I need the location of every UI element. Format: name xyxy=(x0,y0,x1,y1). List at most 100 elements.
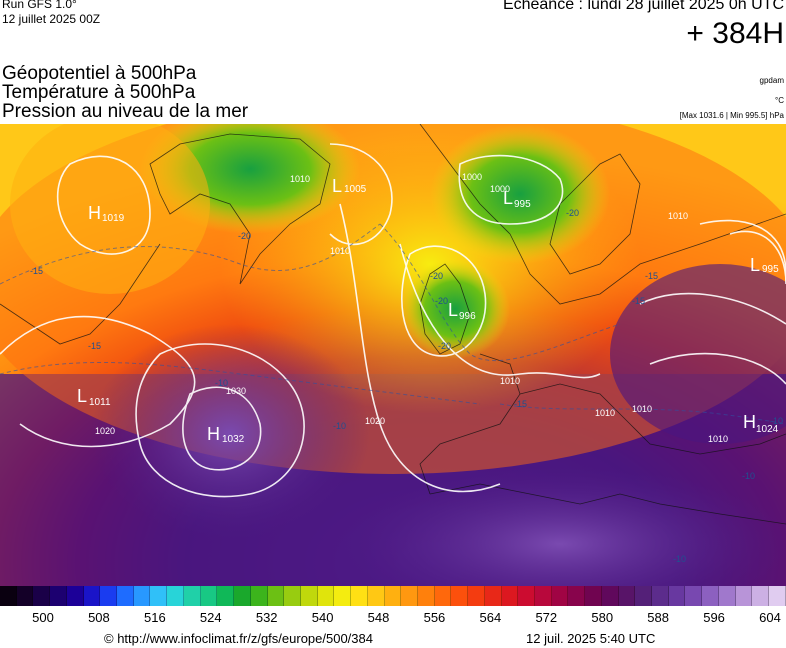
temperature-label: -20 xyxy=(430,271,443,281)
color-swatch xyxy=(635,586,653,606)
color-swatch xyxy=(200,586,218,606)
color-swatch xyxy=(618,586,636,606)
scale-tick-label: 540 xyxy=(311,610,334,625)
color-swatch xyxy=(434,586,452,606)
isobar-label: 1020 xyxy=(365,416,385,426)
color-swatch xyxy=(183,586,201,606)
scale-tick-label: 500 xyxy=(32,610,54,625)
color-swatch xyxy=(83,586,101,606)
color-swatch xyxy=(167,586,184,606)
color-swatch xyxy=(267,586,285,606)
isobars xyxy=(0,143,786,498)
isobar-label: 1010 xyxy=(595,408,615,418)
pressure-center: L xyxy=(448,300,458,320)
temperature-label: -10 xyxy=(215,378,228,388)
color-swatch xyxy=(133,586,151,606)
forecast-valid-time: Echéance : lundi 28 juillet 2025 0h UTC xyxy=(502,0,784,13)
pressure-center: H xyxy=(743,412,756,432)
temperature-label: -15 xyxy=(514,399,527,409)
pressure-center: L xyxy=(503,188,513,208)
layer-pressure: Pression au niveau de la mer xyxy=(2,101,249,122)
color-swatch xyxy=(652,586,669,606)
temperature-label: -10 xyxy=(742,471,755,481)
temperature-label: -15 xyxy=(645,271,658,281)
cold-pool-scandinavia xyxy=(430,124,610,264)
isobar-label: 1030 xyxy=(226,386,246,396)
layer-geopotential: Géopotentiel à 500hPa xyxy=(2,63,197,84)
color-swatch xyxy=(535,586,552,606)
pressure-center-value: 1024 xyxy=(756,424,779,435)
temperature-label: -10 xyxy=(770,416,783,426)
layer-temperature: Température à 500hPa xyxy=(2,82,196,103)
color-swatch xyxy=(367,586,385,606)
color-swatch xyxy=(518,586,535,606)
color-swatch xyxy=(585,586,602,606)
isobar-label: 1010 xyxy=(500,376,520,386)
color-swatch xyxy=(668,586,686,606)
color-swatch xyxy=(117,586,134,606)
unit-pressure-range: [Max 1031.6 | Min 995.5] hPa xyxy=(679,111,784,120)
forecast-horizon: + 384H xyxy=(686,17,784,50)
pressure-center-value: 1005 xyxy=(344,184,367,195)
isobar-label: 1010 xyxy=(708,434,728,444)
isobar-label: 1010 xyxy=(632,404,652,414)
scale-tick-label: 524 xyxy=(199,610,222,625)
pressure-center: L xyxy=(750,255,760,275)
scale-tick-label: 572 xyxy=(535,610,558,625)
pressure-center-value: 995 xyxy=(514,199,531,210)
temperature-labels: -20 -20 -20 -20 -20 -15 -15 -15 -15 -15 … xyxy=(30,208,783,564)
scale-tick-label: 548 xyxy=(367,610,390,625)
scale-tick-label: 508 xyxy=(88,610,110,625)
scale-tick-label: 588 xyxy=(647,610,669,625)
pressure-center: L xyxy=(332,176,342,196)
subtropical-ridge-atlantic xyxy=(90,324,370,544)
source-url: © http://www.infoclimat.fr/z/gfs/europe/… xyxy=(104,631,373,646)
pressure-center: L xyxy=(77,386,87,406)
temperature-label: -20 xyxy=(438,341,451,351)
temperature-label: -20 xyxy=(435,296,448,306)
color-scale-bar xyxy=(0,586,786,606)
scale-tick-label: 556 xyxy=(423,610,446,625)
color-swatch xyxy=(702,586,719,606)
color-swatch xyxy=(568,586,586,606)
temperature-label: -15 xyxy=(30,266,43,276)
north-american-warm-zone xyxy=(10,124,210,294)
temperature-label: -15 xyxy=(88,341,101,351)
isobar-label: 1000 xyxy=(462,172,482,182)
color-swatch xyxy=(551,586,569,606)
color-swatch xyxy=(0,586,17,606)
color-swatch xyxy=(718,586,736,606)
color-swatch xyxy=(250,586,268,606)
color-swatch xyxy=(16,586,34,606)
pressure-center-value: 1011 xyxy=(89,397,111,408)
temperature-isotherms xyxy=(0,223,786,425)
temperature-label: -10 xyxy=(333,421,346,431)
isobar-label: 1010 xyxy=(668,211,688,221)
pressure-center: H xyxy=(207,424,220,444)
isobar-labels: 1010 1010 1000 1000 1010 1020 1030 1010 … xyxy=(95,172,728,444)
pressure-center-value: 996 xyxy=(459,311,476,322)
color-swatch xyxy=(334,586,352,606)
temperature-label: -20 xyxy=(238,231,251,241)
color-swatch xyxy=(234,586,251,606)
scale-tick-label: 580 xyxy=(591,610,614,625)
pressure-center: H xyxy=(88,203,101,223)
color-swatch xyxy=(317,586,335,606)
isobar-label: 1000 xyxy=(490,184,510,194)
color-swatch xyxy=(150,586,168,606)
generated-timestamp: 12 juil. 2025 5:40 UTC xyxy=(526,631,656,646)
color-swatch xyxy=(66,586,84,606)
color-swatch xyxy=(100,586,118,606)
color-swatch xyxy=(33,586,51,606)
color-swatch xyxy=(501,586,519,606)
scale-tick-label: 596 xyxy=(703,610,725,625)
color-swatch xyxy=(417,586,435,606)
color-swatch xyxy=(351,586,368,606)
run-title: Run GFS 1.0° xyxy=(2,0,77,11)
run-date: 12 juillet 2025 00Z xyxy=(2,12,101,26)
color-swatch xyxy=(735,586,753,606)
temperature-label: -15 xyxy=(632,296,645,306)
coastlines xyxy=(0,124,786,525)
isobar-label: 1020 xyxy=(95,426,115,436)
scale-tick-label: 532 xyxy=(255,610,278,625)
